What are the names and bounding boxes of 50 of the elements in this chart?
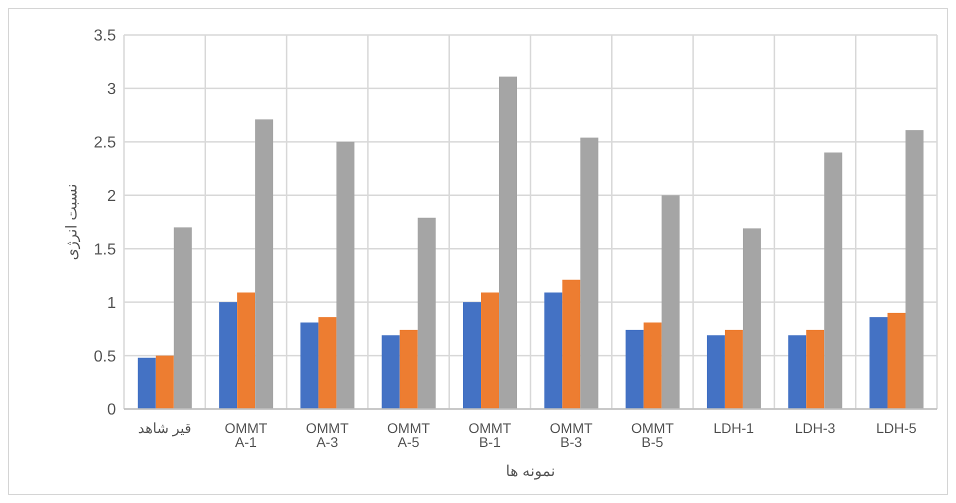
bar — [544, 292, 562, 409]
bar — [706, 335, 725, 409]
y-tick-label: 0 — [107, 402, 116, 419]
bar — [562, 280, 580, 409]
bar — [824, 152, 842, 409]
bar — [418, 218, 436, 409]
bar — [888, 312, 906, 409]
bar — [138, 358, 156, 409]
bar — [336, 142, 354, 409]
bar — [481, 292, 500, 409]
x-tick-label: OMMT A-5 — [387, 420, 430, 450]
x-tick-label: قیر شاهد — [138, 420, 192, 437]
bar — [318, 317, 336, 409]
y-tick-label: 3.5 — [94, 28, 116, 45]
bar — [382, 335, 400, 409]
bar — [626, 330, 644, 409]
bar — [580, 138, 598, 409]
bar — [219, 302, 238, 409]
bar — [255, 119, 274, 409]
bar — [400, 330, 418, 409]
bar — [724, 330, 743, 409]
y-axis-title: نسبت انرژی — [63, 184, 80, 260]
x-tick-label: LDH-3 — [794, 420, 836, 436]
bar — [499, 76, 518, 409]
bar — [463, 302, 482, 409]
bar — [788, 335, 806, 409]
x-tick-label: OMMT B-5 — [631, 420, 674, 450]
bar — [644, 322, 662, 409]
bar — [156, 356, 174, 409]
y-tick-label: 0.5 — [94, 348, 116, 366]
x-tick-label: OMMT B-1 — [468, 420, 512, 450]
x-axis-title: نمونه ها — [506, 463, 556, 480]
bar — [870, 317, 888, 409]
y-tick-label: 1.5 — [94, 241, 116, 258]
bar — [174, 227, 192, 409]
bar — [742, 228, 761, 409]
y-tick-label: 1 — [107, 294, 116, 312]
bar — [662, 195, 680, 409]
x-tick-label: LDH-1 — [714, 420, 754, 436]
y-tick-label: 2 — [107, 188, 116, 205]
x-tick-label: OMMT A-1 — [224, 420, 268, 450]
x-tick-label: OMMT A-3 — [306, 420, 350, 450]
y-tick-label: 3 — [107, 81, 116, 98]
y-tick-label: 2.5 — [94, 134, 116, 152]
bar — [300, 322, 318, 409]
bar — [906, 130, 924, 409]
x-tick-label: LDH-5 — [876, 420, 917, 436]
bar — [237, 292, 256, 409]
x-tick-label: OMMT B-3 — [550, 420, 593, 450]
bar — [806, 330, 824, 409]
